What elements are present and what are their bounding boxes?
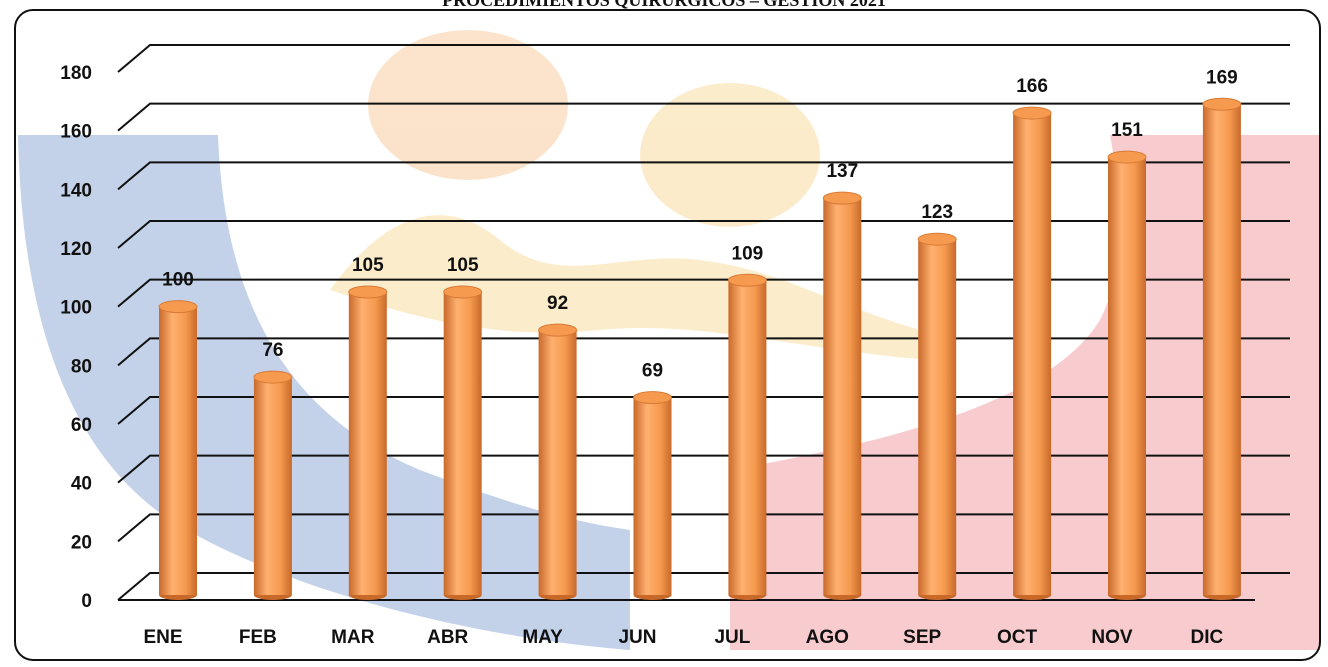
x-tick-label: JUL bbox=[714, 627, 750, 648]
data-label: 151 bbox=[1111, 120, 1143, 141]
y-tick-label: 180 bbox=[60, 63, 92, 84]
bar bbox=[918, 239, 957, 595]
x-tick-label: ENE bbox=[143, 627, 182, 648]
bar bbox=[443, 292, 482, 595]
bar-top bbox=[443, 285, 483, 299]
data-label: 105 bbox=[352, 255, 384, 276]
grid-line bbox=[117, 220, 1290, 249]
x-tick-label: AGO bbox=[806, 627, 849, 648]
y-tick-label: 0 bbox=[81, 591, 92, 612]
bar-top bbox=[727, 273, 767, 287]
x-tick-label: FEB bbox=[239, 627, 277, 648]
bar-top bbox=[1202, 97, 1242, 111]
x-tick-label: OCT bbox=[997, 627, 1038, 648]
bar bbox=[1202, 104, 1241, 596]
y-tick-label: 100 bbox=[60, 298, 92, 319]
y-tick-label: 80 bbox=[71, 356, 92, 377]
chart-title: PROCEDIMIENTOS QUIRURGICOS – GESTION 202… bbox=[442, 0, 886, 10]
data-label: 166 bbox=[1016, 76, 1048, 97]
data-label: 137 bbox=[826, 161, 858, 182]
grid-line bbox=[117, 278, 1290, 308]
bar-top bbox=[1107, 150, 1147, 164]
grid-line bbox=[117, 454, 1290, 484]
bar-top bbox=[253, 370, 293, 384]
bar-top bbox=[158, 300, 198, 314]
grid-line bbox=[117, 102, 1290, 132]
bar-top bbox=[538, 323, 578, 337]
chart-frame bbox=[14, 9, 1321, 661]
bar bbox=[633, 397, 672, 595]
x-tick-label: JUN bbox=[618, 627, 656, 648]
bar-top bbox=[348, 285, 388, 299]
x-tick-label: MAR bbox=[331, 627, 375, 648]
y-tick-label: 60 bbox=[71, 415, 92, 436]
data-label: 69 bbox=[642, 361, 663, 382]
bar bbox=[823, 198, 862, 595]
grid-line bbox=[117, 337, 1290, 367]
data-label: 76 bbox=[262, 340, 283, 361]
title-backdrop bbox=[300, 0, 1020, 8]
bar bbox=[1108, 157, 1146, 596]
y-tick-label: 160 bbox=[60, 122, 92, 143]
bar bbox=[348, 292, 387, 595]
data-label: 100 bbox=[162, 270, 194, 291]
bar-top bbox=[822, 191, 862, 205]
data-label: 123 bbox=[921, 202, 953, 223]
bar-top bbox=[917, 232, 957, 246]
bar bbox=[728, 280, 767, 595]
bar bbox=[538, 330, 577, 595]
data-label: 109 bbox=[732, 243, 764, 264]
data-label: 105 bbox=[447, 255, 479, 276]
y-tick-label: 20 bbox=[71, 532, 92, 553]
grid-line bbox=[117, 161, 1290, 191]
x-tick-label: NOV bbox=[1091, 627, 1133, 648]
bar bbox=[159, 306, 197, 595]
y-tick-label: 40 bbox=[71, 474, 92, 495]
bar-top bbox=[633, 391, 672, 405]
y-tick-label: 140 bbox=[60, 180, 92, 201]
x-tick-label: MAY bbox=[522, 627, 563, 648]
bar bbox=[253, 377, 292, 595]
x-tick-label: DIC bbox=[1191, 627, 1224, 648]
data-label: 92 bbox=[547, 293, 568, 314]
x-tick-label: ABR bbox=[427, 627, 468, 648]
grid-line bbox=[117, 44, 1290, 73]
grid-line bbox=[117, 513, 1290, 543]
grid-line bbox=[117, 572, 1290, 601]
y-tick-label: 120 bbox=[60, 239, 92, 260]
bar-top bbox=[1012, 106, 1052, 120]
grid-line bbox=[117, 396, 1290, 425]
data-label: 169 bbox=[1206, 67, 1238, 88]
bar bbox=[1013, 113, 1052, 596]
x-tick-label: SEP bbox=[903, 627, 941, 648]
